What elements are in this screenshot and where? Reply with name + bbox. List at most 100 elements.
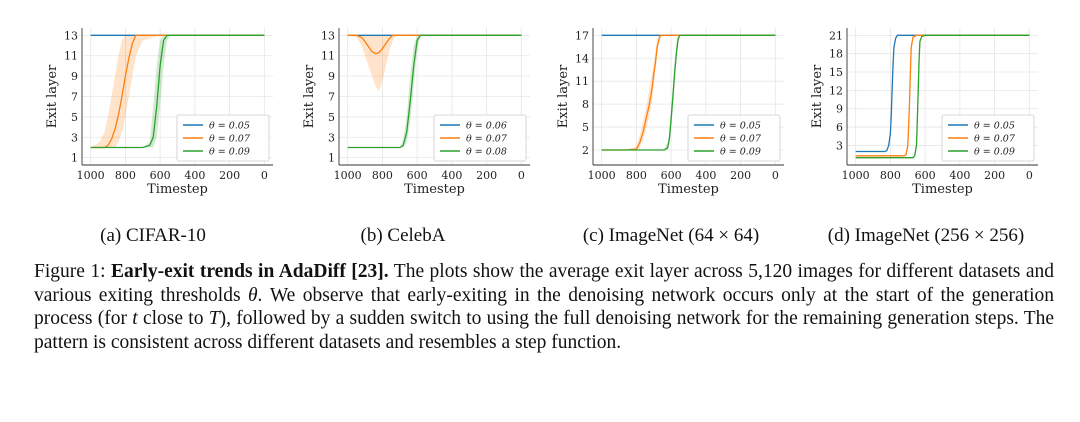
y-tick-label: 7	[71, 91, 78, 104]
y-axis-label: Exit layer	[556, 64, 571, 128]
legend-label: θ = 0.08	[466, 147, 507, 158]
subcaption-d: (d) ImageNet (256 × 256)	[827, 225, 1025, 246]
y-tick-label: 11	[64, 50, 78, 63]
x-tick-label: 1000	[77, 169, 105, 182]
caption-text-4: ), followed by a sudden switch to using …	[34, 308, 1055, 353]
y-axis-label: Exit layer	[302, 64, 317, 128]
legend-box	[176, 114, 270, 162]
caption-t-var: t	[132, 308, 138, 329]
chart-imagenet256-svg: 3 6 9 12 15 18 21 1000 800 600 400 200 0 Timestep Exit…	[810, 28, 1038, 197]
y-tick-label: 5	[328, 111, 335, 124]
y-tick-label: 18	[829, 48, 843, 61]
legend-label: θ = 0.05	[209, 121, 250, 132]
x-tick-label: 600	[150, 169, 171, 182]
legend-label: θ = 0.07	[466, 134, 508, 145]
chart-imagenet64-svg: 2 5 8 11 14 17 1000 800 600 400 200 0 Timestep Exit l…	[556, 28, 784, 197]
y-tick-label: 15	[829, 66, 843, 79]
x-tick-label: 400	[949, 169, 970, 182]
legend-box	[687, 114, 781, 162]
legend-label: θ = 0.09	[209, 147, 250, 158]
y-axis-label: Exit layer	[810, 64, 825, 128]
legend-box	[941, 114, 1035, 162]
caption-text-1: The plots show the average exit layer ac…	[34, 261, 1054, 306]
y-tick-label: 6	[836, 121, 843, 134]
x-tick-label: 800	[626, 169, 647, 182]
y-tick-label: 11	[575, 75, 589, 88]
y-axis-label: Exit layer	[45, 64, 60, 128]
legend-label: θ = 0.07	[974, 134, 1016, 145]
x-axis-label: Timestep	[912, 182, 973, 197]
subcaption-c: (c) ImageNet (64 × 64)	[582, 225, 760, 246]
legend-label: θ = 0.05	[720, 121, 761, 132]
y-tick-label: 5	[582, 121, 589, 134]
x-tick-label: 200	[984, 169, 1005, 182]
y-tick-label: 14	[575, 52, 589, 65]
x-tick-label: 1000	[588, 169, 616, 182]
legend-label: θ = 0.07	[209, 134, 251, 145]
x-tick-label: 800	[372, 169, 393, 182]
x-axis-label: Timestep	[404, 182, 465, 197]
series-line-2	[347, 34, 522, 149]
y-tick-label: 7	[328, 91, 335, 104]
chart-imagenet64: 2 5 8 11 14 17 1000 800 600 400 200 0 Timestep Exit l…	[541, 0, 803, 212]
x-axis-label: Timestep	[658, 182, 719, 197]
x-tick-label: 600	[661, 169, 682, 182]
x-tick-label: 600	[915, 169, 936, 182]
series-line-2	[90, 34, 265, 149]
y-tick-label: 3	[328, 131, 335, 144]
figure-caption: Figure 1: Early-exit trends in AdaDiff […	[34, 260, 1054, 354]
figure-label: Figure 1:	[34, 261, 106, 282]
legend-label: θ = 0.09	[720, 147, 761, 158]
y-tick-label: 9	[71, 70, 78, 83]
y-tick-label: 13	[321, 29, 335, 42]
caption-text-3: close to	[142, 308, 204, 329]
y-tick-label: 3	[71, 131, 78, 144]
legend-label: θ = 0.05	[974, 121, 1015, 132]
caption-T-var: T	[208, 308, 220, 329]
series-line-2	[601, 34, 776, 151]
x-tick-label: 800	[880, 169, 901, 182]
x-tick-label: 200	[730, 169, 751, 182]
x-tick-label: 1000	[334, 169, 362, 182]
legend-label: θ = 0.07	[720, 134, 762, 145]
y-tick-label: 5	[71, 111, 78, 124]
x-tick-label: 200	[219, 169, 240, 182]
series-band-1	[90, 35, 265, 148]
y-tick-label: 8	[582, 98, 589, 111]
caption-text-2: . We observe that early-exiting in the d…	[34, 284, 1054, 330]
chart-celeba: 1 3 5 7 9 11 13 1000 800 600 400 200 0 Timestep Exit l…	[287, 0, 549, 212]
x-tick-label: 0	[518, 169, 525, 182]
subcaption-a: (a) CIFAR-10	[100, 225, 206, 246]
chart-cifar10: 1 3 5 7 9 11 13 1000 800 600 400 200 0 Timestep Exit l…	[30, 0, 292, 212]
y-tick-label: 21	[829, 29, 843, 42]
x-tick-label: 800	[115, 169, 136, 182]
x-tick-label: 1000	[842, 169, 870, 182]
x-tick-label: 0	[772, 169, 779, 182]
y-tick-label: 1	[328, 152, 335, 165]
subcaption-b: (b) CelebA	[360, 225, 446, 246]
y-tick-label: 9	[836, 103, 843, 116]
y-tick-label: 13	[64, 29, 78, 42]
caption-theta: θ	[247, 284, 258, 306]
y-tick-label: 3	[836, 139, 843, 152]
legend-label: θ = 0.06	[466, 121, 507, 132]
x-tick-label: 200	[476, 169, 497, 182]
y-tick-label: 2	[582, 144, 589, 157]
legend-box	[433, 114, 527, 162]
x-axis-label: Timestep	[147, 182, 208, 197]
legend-label: θ = 0.09	[974, 147, 1015, 158]
x-tick-label: 400	[441, 169, 462, 182]
series-band-1	[347, 35, 522, 92]
y-tick-label: 12	[829, 84, 843, 97]
x-tick-label: 0	[261, 169, 268, 182]
x-tick-label: 400	[695, 169, 716, 182]
caption-title: Early-exit trends in AdaDiff [23].	[111, 261, 389, 282]
y-tick-label: 11	[321, 50, 335, 63]
x-tick-label: 0	[1026, 169, 1033, 182]
y-tick-label: 9	[328, 70, 335, 83]
chart-imagenet256: 3 6 9 12 15 18 21 1000 800 600 400 200 0 Timestep Exit…	[795, 0, 1057, 212]
series-line-2	[855, 34, 1030, 159]
x-tick-label: 400	[184, 169, 205, 182]
